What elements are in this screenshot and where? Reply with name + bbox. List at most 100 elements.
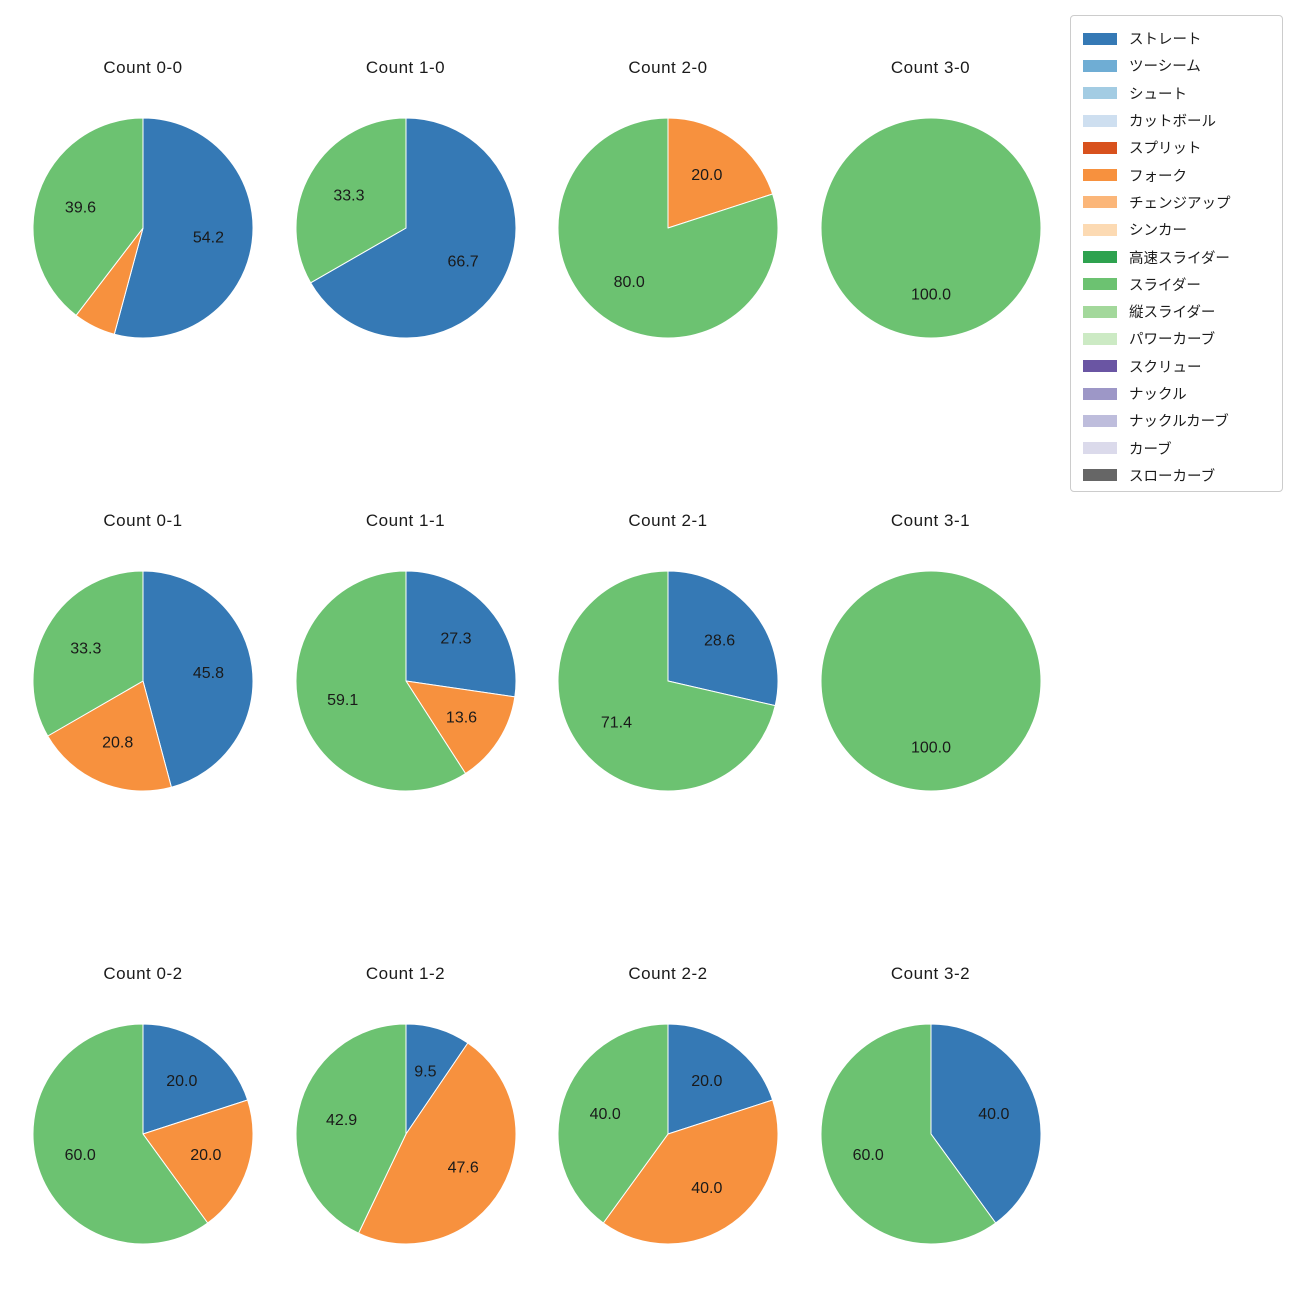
pie-percent-label: 20.0 (691, 167, 722, 184)
legend-item-label: チェンジアップ (1129, 195, 1231, 212)
legend-swatch (1083, 223, 1117, 236)
pie-slice-スライダー (820, 570, 1041, 792)
pie-title-count-1-2: Count 1-2 (365, 964, 446, 983)
legend-item: カットボール (1083, 107, 1282, 134)
legend-item-label: ナックル (1129, 387, 1187, 403)
pie-count-1-2: 9.5 47.6 42.9 (276, 1004, 536, 1264)
pie-percent-label: 100.0 (910, 740, 950, 757)
legend-item-label: 縦スライダー (1129, 305, 1216, 322)
pie-percent-label: 66.7 (447, 254, 478, 271)
pie-count-0-2: 20.0 20.0 60.0 (13, 1004, 273, 1264)
pie-title-count-3-1: Count 3-1 (890, 511, 971, 530)
pie-slice-フォーク (47, 680, 172, 792)
pie-title-count-3-2: Count 3-2 (890, 964, 971, 983)
pie-title-count-1-0: Count 1-0 (365, 58, 446, 77)
legend-item: シンカー (1083, 216, 1282, 243)
pie-count-3-1: 100.0 (801, 551, 1061, 811)
pie-slice-スライダー (820, 117, 1041, 339)
pie-title-count-1-1: Count 1-1 (365, 511, 446, 530)
legend-swatch (1083, 32, 1117, 45)
legend-swatch (1083, 141, 1117, 154)
pie-slice-フォーク (667, 117, 774, 229)
legend-item-label: ナックルカーブ (1129, 414, 1229, 431)
pie-slice-フォーク (405, 680, 515, 774)
pie-percent-label: 40.0 (590, 1106, 621, 1123)
pie-percent-label: 33.3 (70, 641, 101, 658)
pie-count-0-0: 54.2 39.6 (13, 98, 273, 358)
pie-percent-label: 42.9 (326, 1112, 357, 1129)
pie-percent-label: 33.3 (333, 188, 364, 205)
legend-swatch (1083, 442, 1117, 455)
pie-percent-label: 27.3 (440, 630, 471, 647)
legend-item-label: ツーシーム (1129, 59, 1201, 76)
legend-item: シュート (1083, 80, 1282, 107)
legend-swatch (1083, 414, 1117, 427)
pie-percent-label: 20.8 (102, 735, 133, 752)
pie-slice-スライダー (557, 1023, 669, 1224)
pie-count-1-0: 66.7 33.3 (276, 98, 536, 358)
pie-percent-label: 40.0 (978, 1106, 1009, 1123)
pie-slice-ストレート (142, 1023, 249, 1135)
pie-slice-ストレート (309, 117, 516, 339)
pie-title-count-0-1: Count 0-1 (103, 511, 183, 530)
pie-percent-label: 80.0 (614, 274, 645, 291)
legend-swatch (1083, 251, 1117, 264)
legend-swatch (1083, 196, 1117, 209)
pie-title-count-2-0: Count 2-0 (628, 58, 708, 77)
legend-item: ナックルカーブ (1083, 407, 1282, 434)
pie-title-count-2-2: Count 2-2 (628, 964, 708, 983)
pie-percent-label: 9.5 (414, 1064, 436, 1081)
legend-item: スプリット (1083, 134, 1282, 161)
legend-swatch (1083, 278, 1117, 291)
pie-title-count-2-1: Count 2-1 (628, 511, 708, 530)
pie-percent-label: 54.2 (193, 229, 224, 246)
pie-count-3-2: 40.0 60.0 (801, 1004, 1061, 1264)
legend-item: 高速スライダー (1083, 243, 1282, 270)
pie-slice-スライダー (294, 570, 466, 792)
pie-count-2-0: 20.0 80.0 (538, 98, 798, 358)
legend-item: フォーク (1083, 161, 1282, 188)
pie-percent-label: 28.6 (704, 633, 735, 650)
legend-item: ツーシーム (1083, 52, 1282, 79)
legend-swatch (1083, 305, 1117, 318)
pie-slice-スライダー (32, 1023, 209, 1245)
pie-count-2-2: 20.0 40.0 40.0 (538, 1004, 798, 1264)
legend-item: 縦スライダー (1083, 298, 1282, 325)
pie-slice-フォーク (602, 1099, 779, 1245)
pie-percent-label: 45.8 (193, 665, 224, 682)
legend: ストレートツーシームシュートカットボール スプリットフォークチェンジアップ シンカー… (1070, 15, 1283, 492)
legend-item-label: カーブ (1129, 441, 1172, 458)
pie-count-2-1: 28.6 71.4 (538, 551, 798, 811)
legend-item-label: シンカー (1129, 223, 1187, 240)
pie-slice-スライダー (32, 117, 144, 316)
pie-slice-スライダー (820, 1023, 996, 1245)
pie-title-count-0-2: Count 0-2 (103, 964, 183, 983)
legend-swatch (1083, 59, 1117, 72)
legend-item: スローカーブ (1083, 462, 1282, 489)
pie-slice-スライダー (295, 117, 406, 284)
legend-swatch (1083, 169, 1117, 182)
legend-item-label: フォーク (1129, 168, 1187, 185)
legend-item-label: パワーカーブ (1129, 332, 1216, 349)
pie-title-count-3-0: Count 3-0 (890, 58, 971, 77)
legend-swatch (1083, 387, 1117, 400)
legend-item: ナックル (1083, 380, 1282, 407)
pie-slice-ストレート (405, 570, 516, 698)
legend-item-label: ストレート (1129, 32, 1202, 49)
legend-item-label: スクリュー (1129, 359, 1202, 376)
pie-slice-ストレート (667, 570, 779, 707)
legend-swatch (1083, 469, 1117, 482)
legend-item-label: カットボール (1129, 114, 1216, 131)
pie-percent-label: 39.6 (65, 199, 96, 216)
legend-item-label: スプリット (1129, 141, 1202, 158)
legend-item-label: 高速スライダー (1129, 250, 1230, 267)
legend-swatch (1083, 114, 1117, 127)
pie-percent-label: 60.0 (852, 1147, 883, 1164)
pie-percent-label: 59.1 (327, 692, 358, 709)
legend-item-label: シュート (1129, 86, 1187, 103)
pie-percent-label: 40.0 (691, 1180, 722, 1197)
legend-item: スライダー (1083, 271, 1282, 298)
pie-slice-ストレート (142, 570, 254, 788)
pie-slice-スライダー (557, 570, 776, 792)
